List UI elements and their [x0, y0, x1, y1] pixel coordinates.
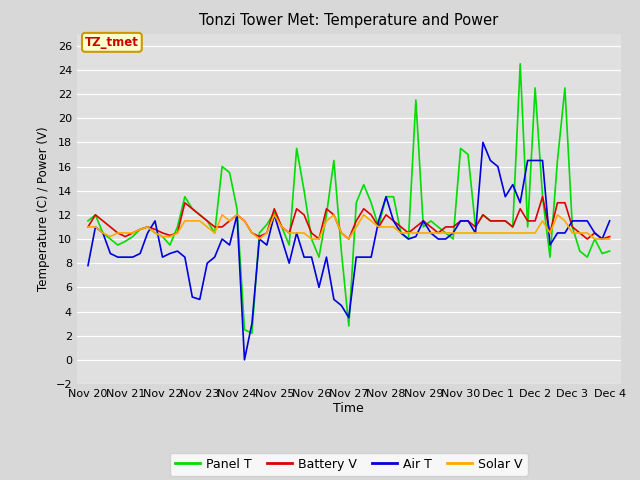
- Title: Tonzi Tower Met: Temperature and Power: Tonzi Tower Met: Temperature and Power: [199, 13, 499, 28]
- X-axis label: Time: Time: [333, 402, 364, 415]
- Y-axis label: Temperature (C) / Power (V): Temperature (C) / Power (V): [37, 127, 50, 291]
- Text: TZ_tmet: TZ_tmet: [85, 36, 139, 49]
- Legend: Panel T, Battery V, Air T, Solar V: Panel T, Battery V, Air T, Solar V: [170, 453, 528, 476]
